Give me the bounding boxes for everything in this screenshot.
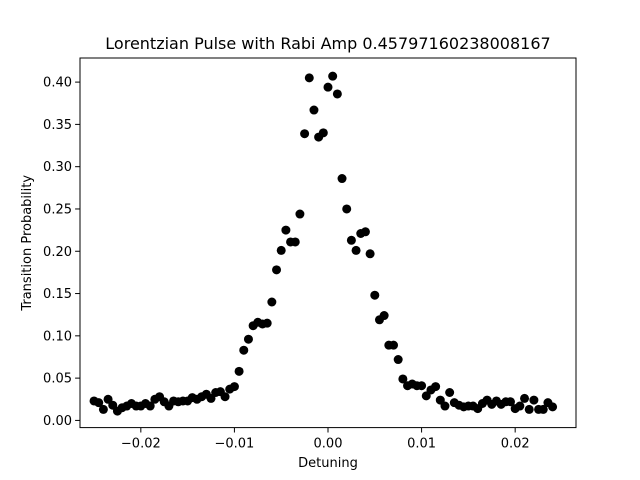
y-axis-ticks: 0.00 0.05 0.10 0.15 0.20 0.25 0.30 0.35 0.40 (43, 76, 80, 429)
data-point (300, 129, 310, 139)
data-point (342, 204, 352, 214)
data-point (379, 311, 389, 321)
data-point (440, 401, 450, 411)
y-tick-label: 0.30 (43, 160, 72, 175)
data-point (262, 318, 272, 328)
x-axis-ticks: −0.02 −0.01 0.00 0.01 0.02 (121, 427, 530, 452)
data-point (98, 404, 108, 414)
data-point (328, 71, 338, 81)
y-tick-label: 0.40 (43, 76, 72, 91)
data-point (389, 340, 399, 350)
data-point (365, 249, 375, 259)
data-point (145, 401, 155, 411)
data-point (538, 404, 548, 414)
y-axis-label: Transition Probability (20, 175, 35, 312)
data-point (332, 89, 342, 99)
data-point (370, 290, 380, 300)
data-point (360, 227, 370, 237)
y-tick-label: 0.35 (43, 118, 72, 133)
data-point (229, 382, 239, 392)
data-point (529, 395, 539, 405)
data-point (351, 245, 361, 255)
data-point (318, 128, 328, 138)
data-point (346, 235, 356, 245)
data-point (337, 174, 347, 184)
y-tick-label: 0.20 (43, 245, 72, 260)
x-tick-label: 0.01 (407, 437, 436, 452)
data-point (295, 209, 305, 219)
data-point (290, 237, 300, 247)
plot-area-frame (79, 57, 577, 429)
data-point (548, 402, 558, 412)
y-tick-label: 0.00 (43, 414, 72, 429)
data-point (243, 334, 253, 344)
data-points (89, 71, 558, 416)
data-point (267, 297, 277, 307)
y-tick-label: 0.15 (43, 287, 72, 302)
data-point (94, 398, 104, 408)
data-point (417, 381, 427, 391)
x-tick-label: −0.02 (121, 437, 161, 452)
x-axis-label: Detuning (298, 456, 358, 471)
x-tick-label: 0.00 (314, 437, 343, 452)
data-point (239, 345, 249, 355)
x-tick-label: 0.02 (501, 437, 530, 452)
chart-title: Lorentzian Pulse with Rabi Amp 0.4579716… (105, 34, 550, 53)
data-point (445, 388, 455, 397)
data-point (234, 366, 244, 376)
y-tick-label: 0.05 (43, 372, 72, 387)
data-point (505, 397, 515, 407)
data-point (220, 392, 230, 402)
data-point (276, 245, 286, 255)
x-tick-label: −0.01 (214, 437, 254, 452)
data-point (431, 382, 441, 392)
data-point (281, 225, 291, 235)
data-point (323, 82, 333, 92)
data-point (524, 404, 534, 414)
data-point (272, 265, 282, 275)
data-point (515, 401, 525, 411)
data-point (304, 73, 314, 83)
data-point (393, 355, 403, 365)
data-point (309, 105, 319, 115)
y-tick-label: 0.10 (43, 329, 72, 344)
data-point (398, 374, 408, 384)
y-tick-label: 0.25 (43, 202, 72, 217)
data-point (520, 393, 530, 403)
